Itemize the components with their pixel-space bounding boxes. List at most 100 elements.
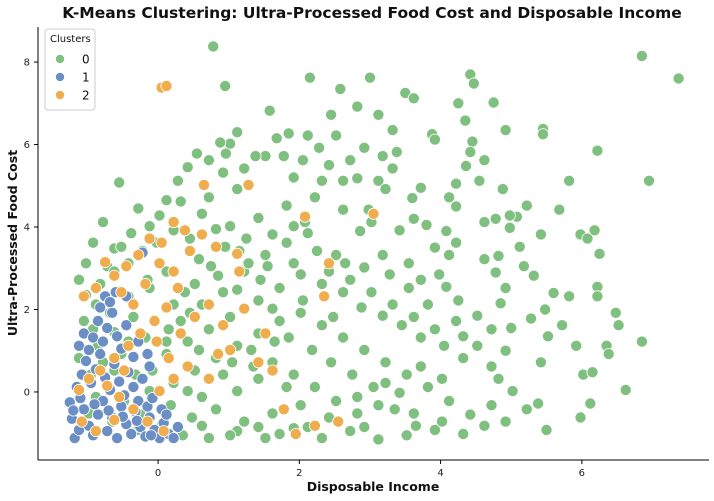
- data-point: [376, 248, 389, 261]
- series-2: [73, 80, 380, 440]
- data-point: [192, 253, 205, 266]
- data-point: [195, 207, 208, 220]
- data-point: [263, 104, 276, 117]
- data-point: [162, 323, 175, 336]
- data-point: [127, 298, 140, 311]
- data-point: [473, 174, 486, 187]
- data-point: [407, 407, 420, 420]
- data-point: [217, 286, 230, 299]
- data-point: [503, 221, 516, 234]
- data-point: [464, 145, 477, 158]
- x-tick-label: 0: [155, 468, 161, 479]
- data-point: [513, 240, 526, 253]
- data-point: [457, 330, 470, 343]
- data-point: [174, 327, 187, 340]
- data-point: [534, 356, 547, 369]
- data-point: [421, 380, 434, 393]
- data-point: [141, 347, 154, 360]
- data-point: [245, 343, 258, 356]
- data-point: [520, 403, 533, 416]
- data-point: [120, 319, 133, 332]
- data-point: [467, 77, 480, 90]
- data-point: [393, 224, 406, 237]
- data-point: [313, 141, 326, 154]
- data-point: [399, 87, 412, 100]
- data-point: [471, 309, 484, 322]
- data-point: [525, 312, 538, 325]
- data-point: [277, 403, 290, 416]
- data-point: [450, 200, 463, 213]
- data-point: [77, 290, 90, 303]
- data-point: [231, 183, 244, 196]
- data-point: [118, 364, 131, 377]
- data-point: [143, 360, 156, 373]
- data-point: [588, 224, 601, 237]
- y-tick-label: 8: [24, 58, 30, 69]
- data-point: [351, 407, 364, 420]
- data-point: [101, 379, 114, 392]
- data-point: [139, 277, 152, 290]
- data-point: [489, 212, 502, 225]
- data-point: [499, 124, 512, 137]
- data-point: [306, 343, 319, 356]
- data-point: [125, 227, 138, 240]
- data-point: [409, 419, 422, 432]
- data-point: [527, 269, 540, 282]
- data-point: [202, 323, 215, 336]
- data-point: [160, 408, 173, 421]
- data-point: [354, 225, 367, 238]
- data-point: [73, 383, 86, 396]
- data-point: [443, 394, 456, 407]
- data-point: [82, 343, 95, 356]
- data-point: [296, 154, 309, 167]
- data-point: [499, 344, 512, 357]
- data-point: [280, 236, 293, 249]
- data-point: [217, 166, 230, 179]
- data-point: [344, 425, 357, 438]
- data-point: [298, 210, 311, 223]
- data-point: [160, 301, 173, 314]
- data-point: [252, 372, 265, 385]
- data-point: [325, 356, 338, 369]
- legend-marker: [55, 90, 65, 100]
- data-point: [503, 209, 516, 222]
- data-point: [217, 368, 230, 381]
- data-points: [63, 40, 685, 446]
- data-point: [457, 427, 470, 440]
- data-point: [160, 194, 173, 207]
- data-point: [101, 425, 114, 438]
- data-point: [308, 419, 321, 432]
- data-point: [266, 364, 279, 377]
- data-point: [478, 216, 491, 229]
- data-point: [643, 174, 656, 187]
- data-point: [261, 260, 274, 273]
- data-point: [73, 273, 86, 286]
- chart-title: K-Means Clustering: Ultra-Processed Food…: [62, 4, 682, 22]
- y-tick-label: 6: [24, 140, 30, 151]
- x-tick-label: 6: [579, 468, 585, 479]
- data-point: [450, 314, 463, 327]
- data-point: [188, 277, 201, 290]
- data-point: [407, 212, 420, 225]
- data-point: [202, 432, 215, 445]
- data-point: [94, 301, 107, 314]
- data-point: [428, 133, 441, 146]
- data-point: [252, 211, 265, 224]
- data-point: [195, 419, 208, 432]
- legend-label: 0: [82, 53, 90, 67]
- data-point: [400, 368, 413, 381]
- data-point: [268, 335, 281, 348]
- data-point: [414, 331, 427, 344]
- data-point: [108, 413, 121, 426]
- data-point: [457, 352, 470, 365]
- data-point: [428, 423, 441, 436]
- data-point: [563, 174, 576, 187]
- data-point: [181, 385, 194, 398]
- data-point: [212, 347, 225, 360]
- data-point: [226, 356, 239, 369]
- data-point: [249, 150, 262, 163]
- data-point: [219, 147, 232, 160]
- data-point: [400, 429, 413, 442]
- data-point: [270, 132, 283, 145]
- data-point: [379, 183, 392, 196]
